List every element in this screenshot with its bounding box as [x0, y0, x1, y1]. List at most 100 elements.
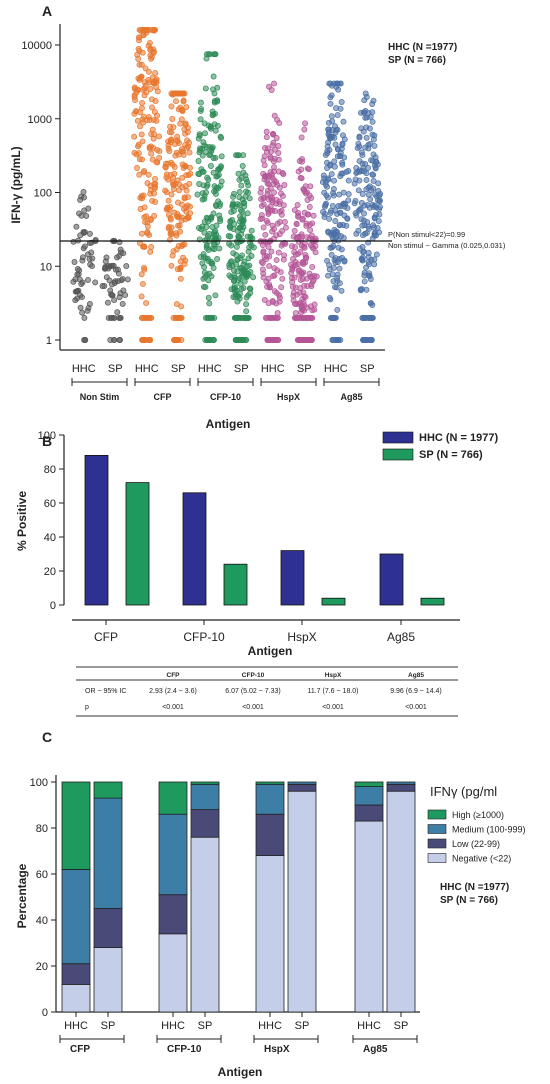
data-point — [324, 165, 331, 171]
data-point — [297, 174, 304, 181]
stacked-segment — [158, 781, 188, 815]
data-point — [186, 149, 193, 156]
data-point — [270, 131, 277, 138]
data-point — [330, 243, 337, 249]
data-point — [363, 114, 370, 121]
stacked-segment — [61, 984, 91, 1013]
stacked-segment — [354, 786, 384, 806]
data-point — [363, 186, 370, 193]
data-point — [140, 337, 147, 343]
data-point — [324, 194, 331, 201]
stacked-segment — [61, 781, 91, 870]
data-point — [178, 243, 185, 250]
data-point — [71, 259, 78, 265]
data-point — [277, 269, 284, 276]
data-point — [143, 26, 149, 33]
data-point — [299, 337, 306, 343]
panel-c-legend-hhc: HHC (N =1977) — [440, 882, 509, 893]
data-point — [116, 337, 123, 343]
data-point — [260, 195, 267, 202]
data-point — [327, 209, 334, 216]
data-point — [360, 337, 367, 343]
panel-b-y-axis: 0 20 40 60 80 100 — [38, 430, 460, 621]
data-point — [332, 218, 339, 224]
data-point — [185, 124, 191, 131]
data-point — [135, 46, 142, 52]
panel-b-y-tick-label: 100 — [38, 430, 56, 442]
panel-b-legend: HHC (N = 1977) SP (N = 766) — [382, 431, 499, 461]
data-point — [152, 98, 159, 105]
panel-a-y-axis: 1 10 100 1000 10000 — [21, 24, 385, 351]
data-point — [258, 185, 265, 192]
data-point — [136, 37, 142, 44]
data-point — [373, 251, 380, 258]
data-point — [362, 108, 369, 114]
data-point — [148, 244, 155, 250]
data-point — [167, 171, 174, 178]
data-point — [359, 191, 366, 197]
stacked-segment — [255, 781, 285, 785]
data-point — [230, 201, 237, 208]
legend-swatch-hhc — [382, 431, 414, 444]
data-point — [250, 274, 257, 281]
panel-b-y-tick-label: 60 — [44, 498, 56, 510]
stacked-segment — [287, 790, 317, 1013]
data-point — [238, 182, 245, 189]
data-point — [203, 245, 210, 252]
data-point — [299, 158, 305, 165]
panel-a-y-tick-label: 100 — [34, 188, 52, 200]
data-point — [148, 150, 155, 157]
data-point — [176, 187, 182, 194]
data-point — [259, 260, 266, 266]
data-point — [147, 248, 154, 255]
stacked-segment — [93, 797, 123, 909]
data-point — [361, 210, 367, 217]
data-point — [338, 99, 345, 105]
data-point — [72, 276, 79, 283]
data-point — [245, 182, 252, 189]
data-point — [294, 250, 301, 257]
data-point — [291, 207, 298, 214]
data-point — [136, 26, 143, 33]
data-point — [261, 296, 268, 303]
data-point — [143, 300, 150, 307]
data-point — [175, 222, 182, 229]
data-point — [136, 156, 143, 163]
data-point — [211, 99, 218, 106]
data-point — [273, 135, 280, 141]
data-point — [290, 289, 297, 296]
data-point — [312, 243, 319, 250]
data-point — [244, 210, 251, 217]
data-point — [135, 56, 142, 62]
panel-a-points — [70, 26, 384, 343]
data-point — [141, 264, 147, 271]
table-header-cell: CFP-10 — [242, 672, 265, 679]
data-point — [117, 246, 124, 253]
data-point — [276, 198, 283, 205]
panel-c-y-tick-label: 20 — [36, 961, 48, 973]
data-point — [171, 164, 178, 170]
panel-b-category-label: CFP — [94, 630, 118, 644]
data-point — [307, 183, 314, 190]
data-point — [141, 204, 148, 211]
data-point — [365, 164, 372, 171]
data-point — [138, 293, 145, 300]
panel-c-group-label: HspX — [264, 1044, 290, 1055]
data-point — [374, 224, 381, 231]
data-point — [307, 227, 314, 234]
data-point — [356, 158, 363, 165]
data-point — [321, 175, 328, 182]
data-point — [376, 198, 383, 205]
bar-hhc — [379, 553, 404, 606]
data-point — [230, 193, 237, 200]
data-point — [371, 132, 378, 139]
panel-c-group-label: Ag85 — [363, 1044, 388, 1055]
data-point — [371, 261, 378, 268]
data-point — [247, 233, 254, 240]
data-point — [141, 168, 148, 175]
data-point — [328, 113, 335, 120]
data-point — [169, 116, 176, 122]
bar-hhc — [280, 550, 305, 606]
data-point — [73, 223, 80, 230]
data-point — [356, 167, 363, 174]
